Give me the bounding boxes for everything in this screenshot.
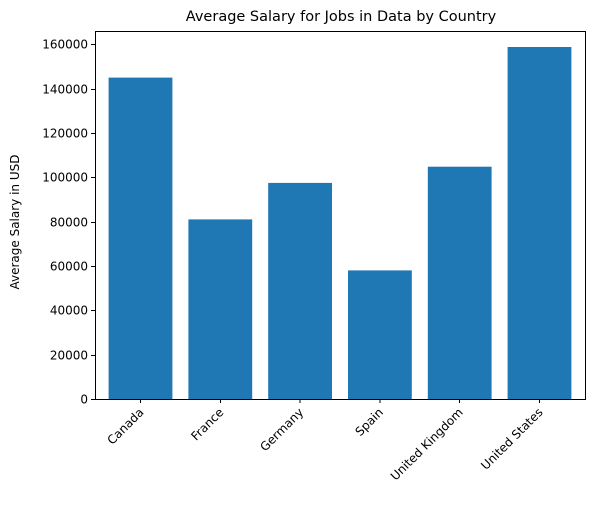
y-tick-label: 120000 xyxy=(42,127,88,141)
y-tick-label: 140000 xyxy=(42,83,88,97)
bar-spain xyxy=(348,270,412,399)
y-tick-label: 100000 xyxy=(42,171,88,185)
y-tick-label: 60000 xyxy=(50,260,88,274)
y-tick-label: 160000 xyxy=(42,38,88,52)
y-tick-label: 40000 xyxy=(50,304,88,318)
x-tick-label: Germany xyxy=(257,405,306,454)
x-tick-label: Spain xyxy=(352,405,386,439)
x-tick-label: France xyxy=(188,405,226,443)
bars-group xyxy=(108,47,572,399)
bar-united-kingdom xyxy=(427,166,492,399)
y-tick-label: 20000 xyxy=(50,349,88,363)
y-tick-label: 0 xyxy=(80,393,88,407)
x-tick-label: United Kingdom xyxy=(388,405,466,483)
x-tick-label: United States xyxy=(478,405,545,472)
y-axis-label: Average Salary in USD xyxy=(8,155,22,290)
bar-france xyxy=(188,219,253,399)
y-tick-label: 80000 xyxy=(50,216,88,230)
bar-canada xyxy=(108,77,173,399)
y-axis: 0 20000 40000 60000 80000 100000 120000 140000 1… xyxy=(42,38,96,407)
x-axis: Canada France Germany Spain United Kingdom Un… xyxy=(104,399,546,483)
bar-united-states xyxy=(507,47,572,399)
axes-frame xyxy=(95,31,586,400)
bar-germany xyxy=(268,182,332,399)
plot-area: 0 20000 40000 60000 80000 100000 120000 140000 1… xyxy=(42,31,586,483)
x-tick-label: Canada xyxy=(104,405,146,447)
chart-title: Average Salary for Jobs in Data by Count… xyxy=(186,9,497,25)
